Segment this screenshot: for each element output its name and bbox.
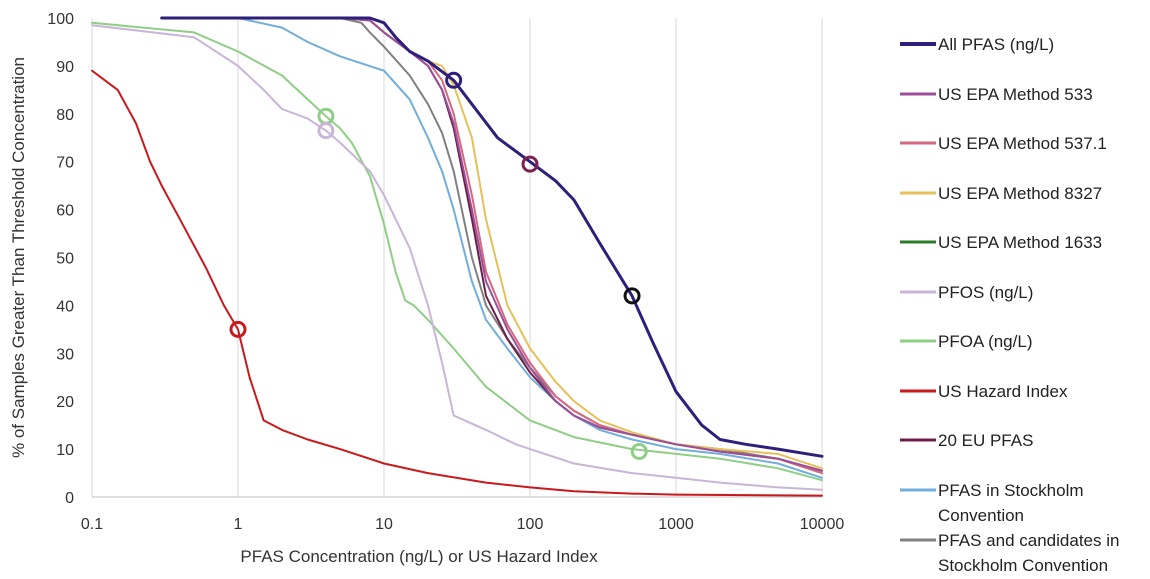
legend-label: PFOA (ng/L) bbox=[938, 332, 1032, 351]
series-line bbox=[91, 24, 823, 491]
highlight-marker bbox=[229, 320, 247, 338]
legend-label: PFOS (ng/L) bbox=[938, 283, 1033, 302]
legend-label: 20 EU PFAS bbox=[938, 431, 1033, 450]
x-tick-label: 10 bbox=[375, 516, 393, 533]
legend-label: US EPA Method 8327 bbox=[938, 184, 1102, 203]
highlight-marker bbox=[623, 287, 641, 305]
highlight-marker bbox=[521, 155, 539, 173]
legend-label: US Hazard Index bbox=[938, 382, 1068, 401]
x-tick-labels: 0.1 1 10 100 1000 10000 bbox=[81, 516, 844, 533]
x-tick-label: 1 bbox=[234, 516, 243, 533]
series-line bbox=[160, 17, 823, 470]
legend-label: US EPA Method 537.1 bbox=[938, 134, 1107, 153]
x-tick-label: 100 bbox=[517, 516, 544, 533]
y-tick-label: 30 bbox=[56, 346, 74, 363]
series-line bbox=[160, 17, 823, 479]
highlight-markers bbox=[229, 71, 648, 460]
grid-lines bbox=[91, 18, 823, 497]
series-line bbox=[160, 16, 824, 458]
y-tick-label: 90 bbox=[56, 59, 74, 76]
x-axis-title: PFAS Concentration (ng/L) or US Hazard I… bbox=[240, 547, 598, 566]
y-tick-label: 70 bbox=[56, 155, 74, 172]
y-tick-label: 20 bbox=[56, 394, 74, 411]
y-tick-label: 60 bbox=[56, 203, 74, 220]
y-tick-label: 0 bbox=[65, 490, 74, 507]
y-tick-labels: 0 10 20 30 40 50 60 70 80 90 100 bbox=[47, 11, 74, 507]
y-tick-label: 10 bbox=[56, 442, 74, 459]
legend-label: US EPA Method 533 bbox=[938, 85, 1093, 104]
legend-label: PFAS and candidates in Stockholm Conventi… bbox=[938, 531, 1119, 575]
x-tick-label: 0.1 bbox=[81, 516, 103, 533]
y-tick-label: 100 bbox=[47, 11, 74, 28]
legend-label: US EPA Method 1633 bbox=[938, 233, 1102, 252]
x-tick-label: 1000 bbox=[658, 516, 694, 533]
highlight-marker bbox=[317, 122, 335, 140]
highlight-marker bbox=[630, 442, 648, 460]
y-axis-title: % of Samples Greater Than Threshold Conc… bbox=[9, 57, 28, 458]
legend: All PFAS (ng/L) US EPA Method 533 US EPA M… bbox=[900, 35, 1119, 575]
highlight-marker bbox=[445, 71, 463, 89]
legend-label: All PFAS (ng/L) bbox=[938, 35, 1054, 54]
series-lines bbox=[91, 16, 824, 497]
y-tick-label: 50 bbox=[56, 251, 74, 268]
y-tick-label: 80 bbox=[56, 107, 74, 124]
y-tick-label: 40 bbox=[56, 298, 74, 315]
legend-label: PFAS in Stockholm Convention bbox=[938, 481, 1084, 525]
series-line bbox=[160, 17, 823, 472]
x-tick-label: 10000 bbox=[800, 516, 845, 533]
series-line bbox=[91, 21, 823, 482]
series-line bbox=[91, 69, 823, 497]
